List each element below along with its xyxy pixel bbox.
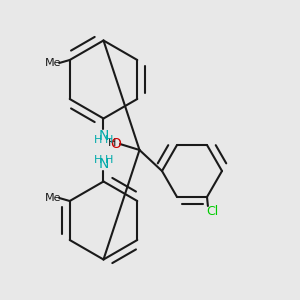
Text: N: N bbox=[98, 129, 109, 142]
Text: Me: Me bbox=[45, 58, 62, 68]
Text: N: N bbox=[98, 158, 109, 171]
Text: H: H bbox=[94, 154, 102, 165]
Text: H: H bbox=[107, 137, 116, 148]
Text: Me: Me bbox=[45, 193, 62, 203]
Text: H: H bbox=[105, 135, 113, 146]
Text: O: O bbox=[110, 137, 121, 151]
Text: H: H bbox=[105, 154, 113, 165]
Text: H: H bbox=[94, 135, 102, 146]
Text: Cl: Cl bbox=[206, 205, 218, 218]
